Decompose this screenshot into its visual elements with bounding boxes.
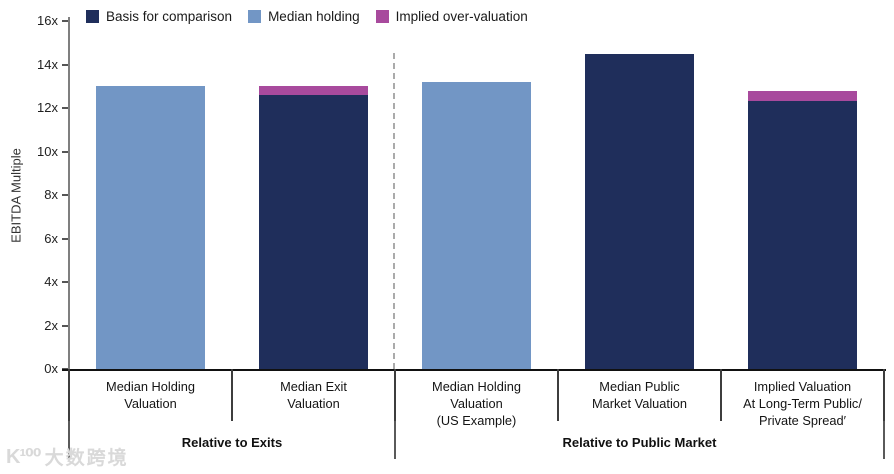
legend-swatch-icon <box>248 10 262 23</box>
category-label-line: Valuation <box>287 395 340 411</box>
group-label: Relative to Exits <box>181 435 283 450</box>
legend-label: Implied over-valuation <box>395 9 528 24</box>
category-label: Median Holding Valuation <box>73 379 228 413</box>
legend-item: Implied over-valuation <box>375 9 528 24</box>
y-tick-label: 14x <box>37 56 58 72</box>
watermark-logo: K¹⁰⁰ <box>6 446 42 468</box>
category-label-line: At Long-Term Public/ <box>743 395 862 411</box>
category-separator-tick <box>68 369 70 421</box>
bar-segment-implied-over-valuation <box>259 86 368 95</box>
category-separator-tick <box>720 369 722 421</box>
legend-item: Median holding <box>248 9 360 24</box>
bar-segment-basis-for-comparison <box>259 94 368 369</box>
category-label-line: Median Public <box>599 379 680 394</box>
y-tick-mark <box>62 281 68 283</box>
y-tick-label: 2x <box>44 317 58 333</box>
y-tick-label: 10x <box>37 143 58 159</box>
legend-swatch-icon <box>375 10 389 23</box>
y-tick-mark <box>62 324 68 327</box>
category-label: Median Exit Valuation <box>236 379 391 413</box>
chart-legend: Basis for comparison Median holding Implie… <box>86 9 528 24</box>
group-separator-tick <box>68 421 70 459</box>
y-tick-label: 12x <box>37 100 58 115</box>
bar-segment-basis-for-comparison <box>585 53 694 369</box>
y-tick-mark <box>62 150 68 153</box>
x-axis-line <box>62 369 886 371</box>
y-tick-mark <box>62 107 68 109</box>
category-label-line: Median Holding <box>432 379 521 394</box>
legend-label: Basis for comparison <box>106 9 233 24</box>
y-tick-label: 8x <box>44 187 58 202</box>
bar-segment-median-holding <box>422 81 531 369</box>
category-label-line: (US Example) <box>436 412 517 428</box>
group-separator-tick <box>883 421 885 459</box>
group-separator-tick <box>394 421 396 459</box>
legend-label: Median holding <box>268 9 360 24</box>
category-separator-tick <box>883 369 885 421</box>
y-tick-mark <box>62 237 68 240</box>
category-label-line: Median Holding <box>106 379 195 394</box>
y-axis-line <box>68 17 70 369</box>
bar-segment-median-holding <box>96 86 205 369</box>
y-tick-label: 6x <box>44 230 58 246</box>
legend-swatch-icon <box>86 10 99 23</box>
section-divider-dashed-line <box>393 53 395 369</box>
category-label-line: Median Exit <box>280 379 347 394</box>
watermark-text: 大数跨境 <box>44 448 129 469</box>
category-separator-tick <box>394 369 396 421</box>
category-label: Median Holding Valuation (US Example) <box>399 379 554 430</box>
category-separator-tick <box>231 369 233 421</box>
bar-segment-implied-over-valuation <box>748 90 857 102</box>
y-tick-mark <box>62 63 68 66</box>
category-label-line: Implied Valuation <box>753 379 852 394</box>
category-label: Implied Valuation At Long-Term Public/Pri… <box>725 379 880 430</box>
y-tick-mark <box>62 194 68 196</box>
legend-item: Basis for comparison <box>86 9 232 24</box>
y-tick-label: 16x <box>37 13 58 28</box>
category-separator-tick <box>557 369 559 421</box>
category-label-line: Private Spread′ <box>758 412 847 428</box>
category-label-line: Valuation <box>124 395 177 411</box>
category-label: Median Public Market Valuation <box>562 379 717 413</box>
category-label-line: Valuation <box>450 395 503 411</box>
y-tick-label: 0x <box>44 361 58 376</box>
category-label-line: Market Valuation <box>591 395 688 411</box>
group-label: Relative to Public Market <box>562 435 717 450</box>
watermark: K¹⁰⁰ 大数跨境 <box>6 443 129 470</box>
y-tick-mark <box>62 20 68 22</box>
bar-segment-basis-for-comparison <box>748 101 857 369</box>
y-tick-label: 4x <box>44 274 58 289</box>
